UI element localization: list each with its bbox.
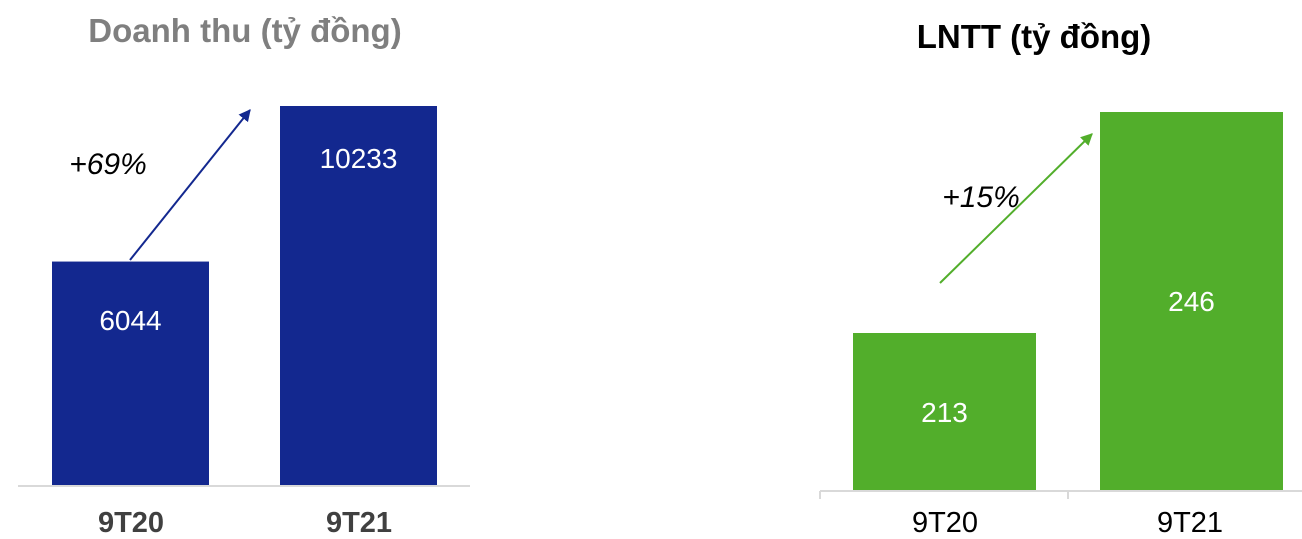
pretax-profit-chart-title: LNTT (tỷ đồng) <box>917 18 1152 55</box>
revenue-growth-arrow <box>129 109 251 261</box>
pretax-profit-data-label-9t20: 213 <box>921 397 968 428</box>
pretax-profit-chart: LNTT (tỷ đồng) 213 246 +15% 9T20 9T21 <box>819 18 1302 539</box>
revenue-category-label-9t21: 9T21 <box>326 507 392 539</box>
pretax-profit-growth-arrow <box>939 133 1093 284</box>
pretax-profit-data-label-9t21: 246 <box>1168 286 1215 317</box>
revenue-bar-9t20 <box>52 261 209 486</box>
revenue-chart-title: Doanh thu (tỷ đồng) <box>88 12 401 49</box>
revenue-bar-9t21 <box>280 106 437 486</box>
revenue-data-label-9t20: 6044 <box>99 305 161 336</box>
revenue-data-label-9t21: 10233 <box>320 143 398 174</box>
pretax-profit-category-label-9t20: 9T20 <box>912 507 978 539</box>
revenue-growth-annotation: +69% <box>69 148 147 181</box>
pretax-profit-bar-9t20 <box>853 333 1036 491</box>
pretax-profit-bar-9t21 <box>1100 112 1283 491</box>
pretax-profit-growth-annotation: +15% <box>942 181 1020 214</box>
pretax-profit-category-label-9t21: 9T21 <box>1157 507 1223 539</box>
revenue-category-label-9t20: 9T20 <box>98 507 164 539</box>
